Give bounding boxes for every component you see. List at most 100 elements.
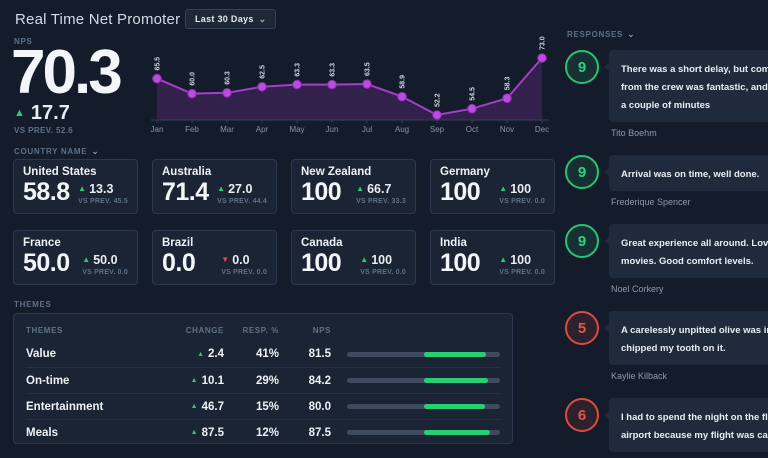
country-value-row: 100 ▲ 100 VS PREV. 0.0 (301, 249, 406, 278)
chart-value-label: 58.9 (400, 75, 407, 89)
response-item: 9 Great experience all around. Loved movi… (557, 224, 768, 294)
chart-value-label: 63.3 (295, 63, 302, 77)
chart-point[interactable] (432, 110, 442, 120)
col-header-themes: THEMES (26, 325, 63, 335)
bubble-arrow (604, 62, 610, 72)
chart-point[interactable] (467, 103, 477, 114)
responses-section-label[interactable]: RESPONSES ⌄ (567, 29, 636, 40)
date-range-button[interactable]: Last 30 Days ⌄ (185, 9, 277, 29)
response-author: Tito Boehm (611, 128, 657, 138)
chart-month-label: Jun (326, 125, 339, 134)
nps-bar-fill (423, 404, 485, 409)
country-value: 100 (440, 249, 481, 277)
response-text: Great experience all around. Loved movie… (621, 238, 768, 267)
chart-month-label: Mar (220, 125, 234, 134)
country-value-row: 58.8 ▲ 13.3 VS PREV. 45.5 (23, 178, 128, 207)
country-value: 0.0 (162, 249, 196, 277)
chart-value-label: 58.3 (505, 77, 512, 91)
chart-point[interactable] (502, 93, 512, 104)
chart-value-label: 52.2 (435, 93, 442, 107)
chevron-down-icon: ⌄ (258, 13, 267, 24)
country-change: ▲ 27.0 (217, 182, 267, 196)
theme-change-value: 2.4 (208, 348, 224, 360)
country-value: 100 (301, 178, 342, 206)
themes-section-label: THEMES (14, 300, 52, 309)
theme-change: ▲ 10.1 (166, 375, 224, 387)
country-change-value: 27.0 (228, 182, 253, 196)
country-change-block: ▲ 100 VS PREV. 0.0 (499, 250, 545, 276)
chart-month-label: Aug (395, 125, 409, 134)
chart-month-label: Oct (466, 125, 479, 134)
triangle-up-icon: ▲ (190, 377, 198, 384)
theme-row-on-time: On-time ▲ 10.1 29% 84.2 (26, 367, 500, 393)
themes-table-header: THEMES CHANGE RESP. % NPS (26, 319, 500, 341)
chart-month-label: Sep (430, 125, 445, 134)
theme-nps-bar (331, 378, 500, 383)
triangle-up-icon: ▲ (82, 255, 91, 264)
col-header-change: CHANGE (185, 325, 224, 335)
triangle-up-icon: ▲ (14, 107, 25, 119)
themes-table: THEMES CHANGE RESP. % NPS Value ▲ 2.4 41% 81… (13, 313, 513, 444)
country-value-row: 50.0 ▲ 50.0 VS PREV. 0.0 (23, 249, 128, 278)
chart-area-fill (157, 58, 542, 120)
country-section-label[interactable]: COUNTRY NAME ⌄ (14, 146, 100, 157)
country-change: ▲ 100 (499, 253, 545, 267)
chart-point[interactable] (397, 91, 407, 102)
country-vs-prev: VS PREV. 33.3 (356, 198, 406, 205)
chart-point[interactable] (327, 79, 337, 90)
country-name: New Zealand (301, 166, 372, 178)
chart-point[interactable] (222, 88, 232, 98)
country-value: 58.8 (23, 178, 70, 206)
nps-value: 70.3 (11, 38, 123, 107)
theme-nps-value: 84.2 (308, 374, 331, 387)
country-change-block: ▲ 27.0 VS PREV. 44.4 (217, 179, 267, 205)
country-vs-prev: VS PREV. 44.4 (217, 198, 267, 205)
nps-bar-track (347, 378, 500, 383)
response-item: 6 I had to spend the night on the floo ai… (557, 398, 768, 458)
theme-change: ▲ 2.4 (166, 348, 224, 360)
theme-resp-percent: 15% (255, 400, 279, 413)
responses-list: 9 There was a short delay, but comm from … (557, 50, 768, 458)
chart-point[interactable] (152, 73, 162, 84)
responses-section-text: RESPONSES (567, 30, 624, 39)
country-value-row: 100 ▲ 100 VS PREV. 0.0 (440, 178, 545, 207)
nps-bar-track (347, 430, 500, 435)
country-change-block: ▼ 0.0 VS PREV. 0.0 (221, 250, 267, 276)
chart-point[interactable] (257, 81, 267, 92)
theme-row-meals: Meals ▲ 87.5 12% 87.5 (26, 419, 500, 445)
country-card-germany: Germany 100 ▲ 100 VS PREV. 0.0 (430, 159, 555, 214)
response-text: A carelessly unpitted olive was in m chi… (621, 325, 768, 354)
country-value-row: 100 ▲ 66.7 VS PREV. 33.3 (301, 178, 406, 207)
nps-bar-fill (423, 378, 488, 383)
chart-value-label: 62.5 (260, 65, 267, 79)
chart-point[interactable] (537, 53, 547, 63)
chart-point[interactable] (292, 79, 302, 90)
response-item: 5 A carelessly unpitted olive was in m ch… (557, 311, 768, 381)
theme-row-entertainment: Entertainment ▲ 46.7 15% 80.0 (26, 393, 500, 419)
response-body: I had to spend the night on the floo air… (604, 398, 768, 458)
chart-month-label: Dec (535, 125, 549, 134)
chart-point[interactable] (187, 88, 197, 99)
theme-nps-bar (331, 430, 500, 435)
theme-resp-percent: 29% (255, 374, 279, 387)
chevron-down-icon: ⌄ (91, 146, 100, 156)
theme-name: On-time (26, 374, 70, 387)
chevron-down-icon: ⌄ (627, 29, 636, 39)
country-change: ▲ 100 (499, 182, 545, 196)
country-card-united-states: United States 58.8 ▲ 13.3 VS PREV. 45.5 (13, 159, 138, 214)
country-name: United States (23, 166, 97, 178)
chart-value-label: 73.0 (540, 36, 547, 50)
country-change: ▲ 50.0 (82, 253, 128, 267)
response-body: There was a short delay, but comm from t… (604, 50, 768, 138)
country-change-value: 100 (371, 253, 393, 267)
theme-nps-value: 87.5 (308, 426, 331, 439)
nps-section-label: NPS (14, 37, 33, 46)
chart-value-label: 65.5 (155, 57, 162, 71)
chart-month-label: May (289, 125, 304, 134)
response-author: Frederique Spencer (611, 197, 691, 207)
chart-point[interactable] (362, 79, 372, 89)
chart-value-label: 60.0 (190, 72, 197, 86)
triangle-up-icon: ▲ (499, 184, 508, 193)
country-value-row: 71.4 ▲ 27.0 VS PREV. 44.4 (162, 178, 267, 207)
country-card-brazil: Brazil 0.0 ▼ 0.0 VS PREV. 0.0 (152, 230, 277, 285)
